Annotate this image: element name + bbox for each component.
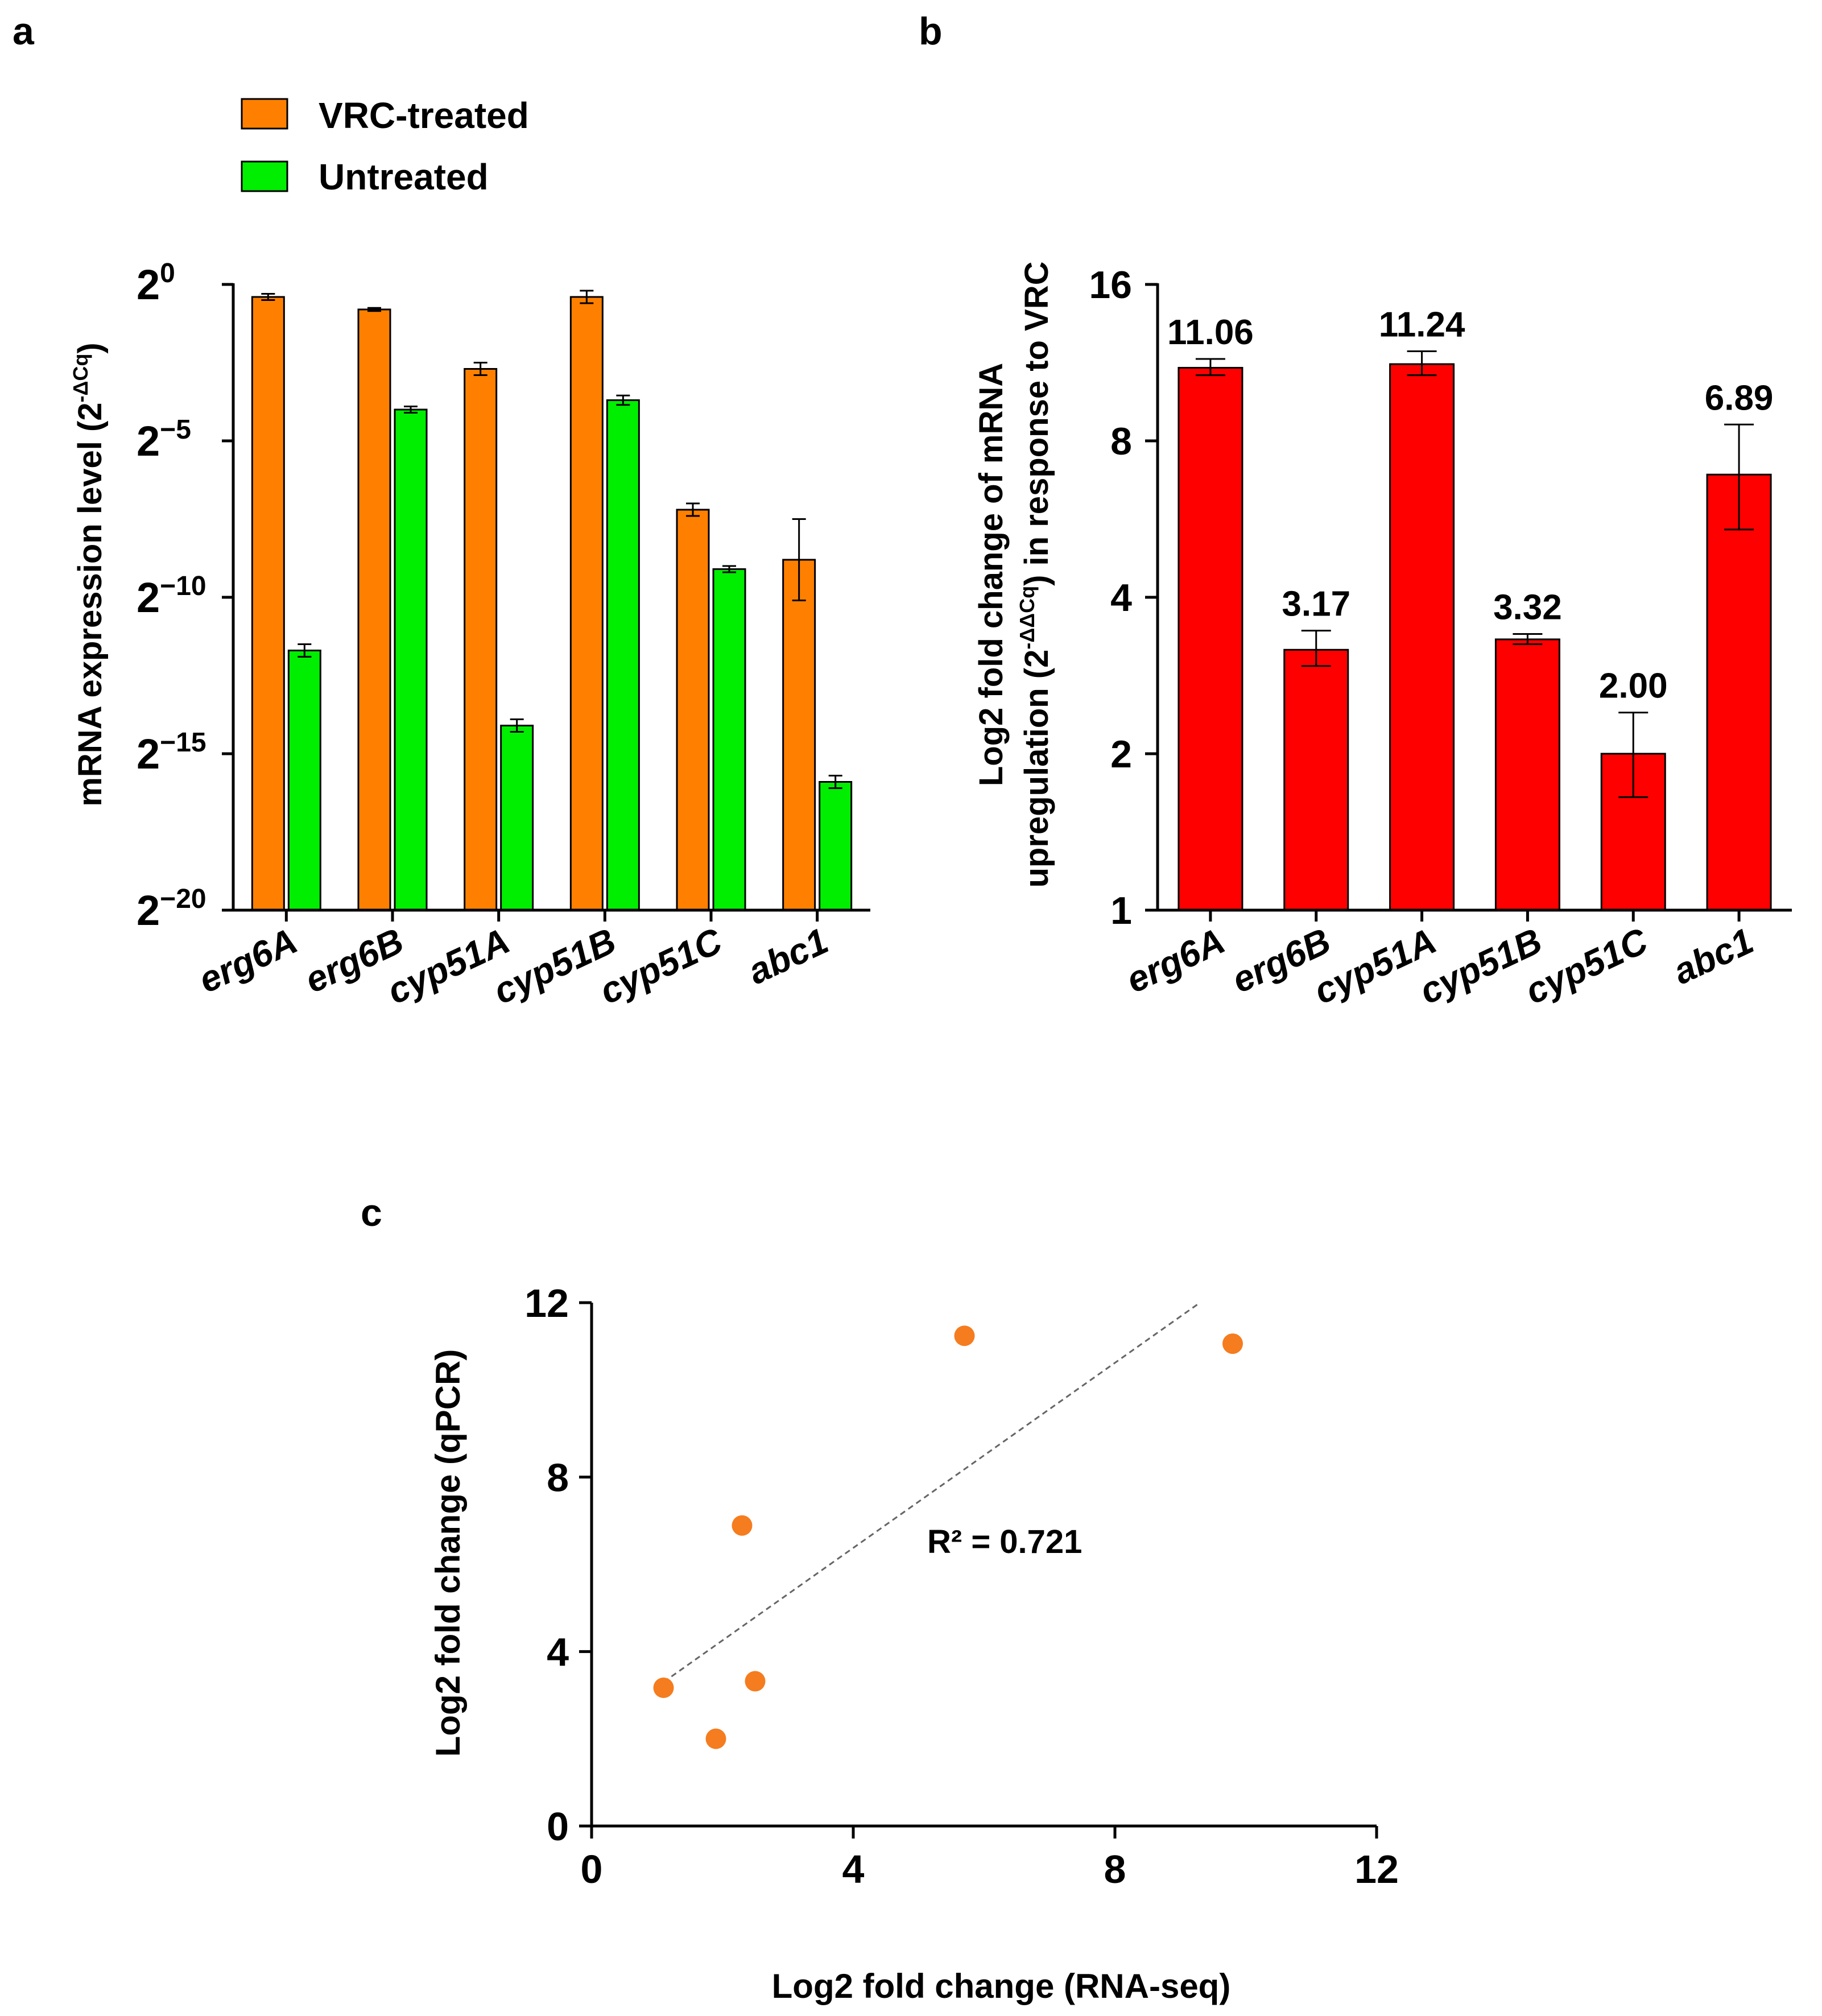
axes-c bbox=[590, 1303, 1377, 1828]
y-tick-label-b: 1 bbox=[1110, 889, 1132, 932]
r-squared-annotation: R² = 0.721 bbox=[927, 1523, 1082, 1560]
y-tick-label-a: 2−15 bbox=[137, 728, 206, 778]
data-label-cyp51C: 2.00 bbox=[1599, 667, 1668, 706]
bar-abc1 bbox=[1706, 473, 1772, 911]
x-tick-label-cyp51A: cyp51A bbox=[381, 920, 516, 1011]
bar-untreated-cyp51C bbox=[712, 568, 746, 911]
scatter-point-0 bbox=[653, 1677, 674, 1698]
data-label-erg6A: 11.06 bbox=[1167, 313, 1254, 352]
scatter-point-5 bbox=[1222, 1333, 1243, 1354]
legend-label-untreated: Untreated bbox=[319, 156, 489, 197]
y-ticks-a: 20 2−5 2−10 2−15 2−20 bbox=[137, 258, 233, 934]
x-tick-label-cyp51C: cyp51C bbox=[1519, 920, 1654, 1012]
chart-a: VRC-treated Untreated mRNA expression le… bbox=[69, 95, 870, 1012]
bar-vrc-treated-abc1 bbox=[782, 559, 816, 911]
x-tick-label-cyp51A: cyp51A bbox=[1308, 920, 1443, 1011]
scatter-point-3 bbox=[745, 1671, 766, 1692]
scatter-point-4 bbox=[954, 1325, 975, 1346]
y-axis-label-line1-b: Log2 fold change of mRNA bbox=[973, 363, 1010, 786]
scatter-point-2 bbox=[732, 1515, 753, 1536]
x-tick-label-c: 4 bbox=[842, 1847, 865, 1891]
bar-untreated-abc1 bbox=[819, 781, 853, 911]
y-axis-label-text-a: mRNA expression level (2-ΔCq) bbox=[69, 342, 109, 806]
y-tick-label-c: 0 bbox=[547, 1804, 569, 1849]
y-tick-label-c: 12 bbox=[524, 1281, 569, 1325]
x-tick-label-cyp51B: cyp51B bbox=[487, 920, 622, 1011]
bar-vrc-treated-erg6A bbox=[251, 296, 285, 911]
bar-cyp51A bbox=[1389, 363, 1455, 911]
x-tick-label-erg6A: erg6A bbox=[192, 920, 303, 1001]
data-label-cyp51B: 3.32 bbox=[1493, 588, 1562, 627]
trendline bbox=[663, 1302, 1201, 1683]
y-ticks-b: 1 2 4 8 16 bbox=[1089, 263, 1158, 932]
x-tick-label-cyp51B: cyp51B bbox=[1414, 920, 1548, 1011]
y-tick-label-a: 2−20 bbox=[137, 884, 206, 934]
ticks-c: 0 4 8 12 0 4 8 12 bbox=[524, 1281, 1399, 1891]
x-tick-label-c: 12 bbox=[1354, 1847, 1399, 1891]
x-axis-label-c: Log2 fold change (RNA-seq) bbox=[772, 1967, 1231, 2005]
data-label-abc1: 6.89 bbox=[1705, 378, 1774, 418]
x-tick-label-c: 0 bbox=[581, 1847, 603, 1891]
data-label-erg6B: 3.17 bbox=[1282, 585, 1350, 624]
bar-vrc-treated-erg6B bbox=[357, 308, 391, 911]
y-tick-label-b: 8 bbox=[1110, 420, 1132, 463]
y-tick-label-a: 20 bbox=[137, 258, 175, 308]
bar-erg6B bbox=[1283, 648, 1349, 911]
bar-cyp51B bbox=[1494, 638, 1560, 911]
bar-vrc-treated-cyp51B bbox=[569, 296, 604, 911]
chart-c: 0 4 8 12 0 4 8 12 Log2 fold change (RNA-seq) Lo… bbox=[429, 1281, 1399, 2005]
legend-swatch-untreated bbox=[241, 160, 288, 192]
y-tick-label-a: 2−10 bbox=[137, 571, 206, 621]
y-tick-label-b: 16 bbox=[1089, 263, 1132, 307]
data-label-cyp51A: 11.24 bbox=[1379, 305, 1465, 344]
y-tick-label-c: 8 bbox=[547, 1456, 569, 1500]
legend-swatch-vrc bbox=[241, 98, 288, 130]
x-tick-label-erg6A: erg6A bbox=[1120, 920, 1231, 1001]
chart-b: Log2 fold change of mRNA upregulation (2-… bbox=[973, 261, 1792, 1012]
x-tick-label-c: 8 bbox=[1104, 1847, 1126, 1891]
bar-vrc-treated-cyp51C bbox=[676, 509, 710, 911]
panel-label-b: b bbox=[919, 10, 943, 53]
panel-label-a: a bbox=[13, 10, 35, 53]
points-c bbox=[653, 1302, 1243, 1749]
y-axis-label-a: mRNA expression level (2-ΔCq) bbox=[69, 342, 109, 806]
y-tick-label-a: 2−5 bbox=[137, 415, 191, 465]
scatter-point-1 bbox=[705, 1728, 726, 1749]
y-tick-label-b: 4 bbox=[1110, 576, 1132, 619]
legend-label-vrc: VRC-treated bbox=[319, 95, 529, 136]
axes-b bbox=[1156, 283, 1792, 912]
x-tick-label-abc1: abc1 bbox=[742, 920, 834, 992]
y-axis-label-line2-b: upregulation (2-ΔΔCq) in response to VRC bbox=[1015, 261, 1055, 887]
y-tick-label-c: 4 bbox=[547, 1630, 569, 1674]
x-tick-label-cyp51C: cyp51C bbox=[593, 920, 728, 1012]
bar-erg6A bbox=[1178, 366, 1243, 911]
y-axis-label-c: Log2 fold change (qPCR) bbox=[429, 1349, 467, 1757]
y-tick-label-b: 2 bbox=[1110, 733, 1132, 776]
bar-untreated-erg6A bbox=[287, 650, 321, 911]
legend-a: VRC-treated Untreated bbox=[241, 95, 529, 197]
bars-b: 11.06 3.17 11.24 3.32 2.00 6.89 bbox=[1167, 305, 1774, 911]
y-axis-label-b: Log2 fold change of mRNA upregulation (2-… bbox=[973, 261, 1055, 887]
axes-a bbox=[232, 283, 870, 912]
bar-vrc-treated-cyp51A bbox=[464, 368, 498, 911]
panel-label-c: c bbox=[361, 1191, 382, 1234]
bar-untreated-erg6B bbox=[394, 408, 428, 911]
bar-untreated-cyp51A bbox=[500, 725, 534, 911]
bar-untreated-cyp51B bbox=[606, 399, 640, 911]
bars-a bbox=[251, 290, 853, 911]
x-tick-label-abc1: abc1 bbox=[1667, 920, 1759, 992]
